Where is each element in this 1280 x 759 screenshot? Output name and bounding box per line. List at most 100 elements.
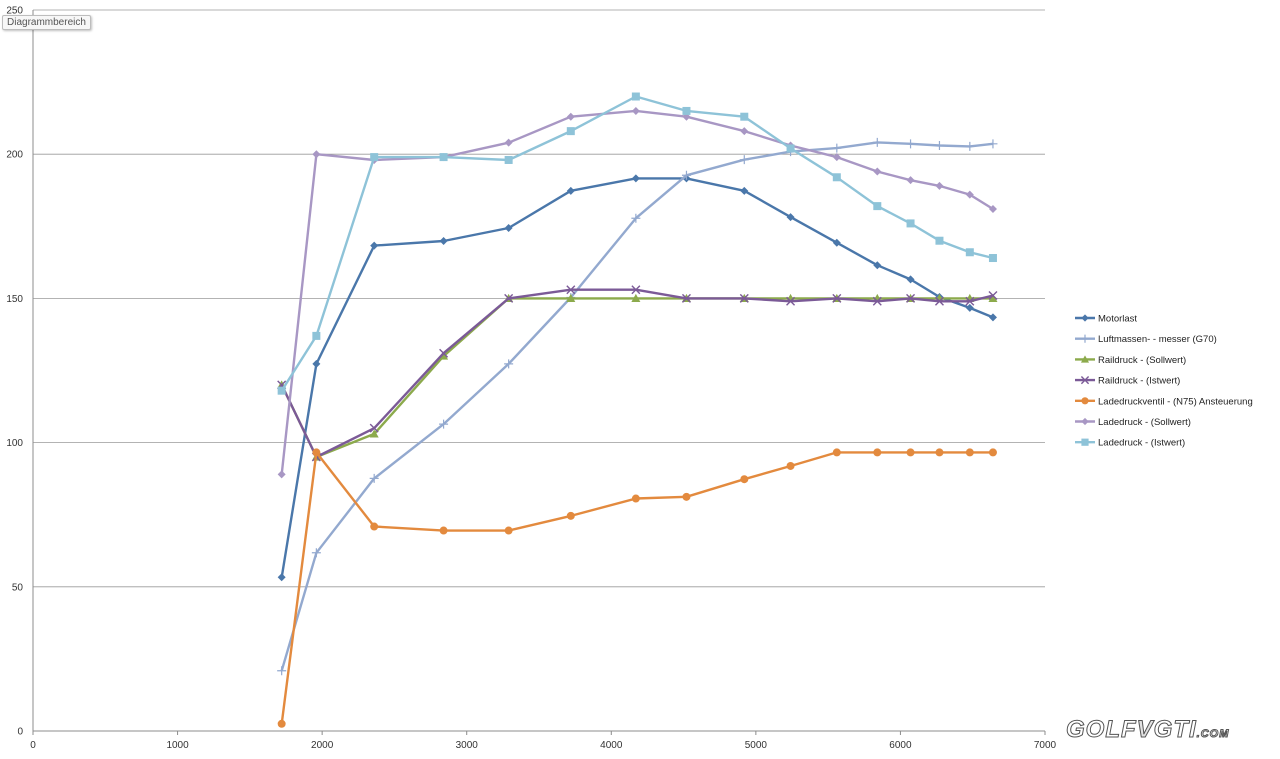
data-point	[370, 522, 379, 531]
data-point	[988, 254, 997, 263]
legend-swatch-marker	[1080, 334, 1090, 343]
data-point	[504, 526, 513, 535]
data-point	[988, 293, 998, 302]
data-point	[369, 423, 379, 433]
data-point	[873, 261, 882, 270]
data-point	[965, 190, 974, 199]
watermark-part: .COM	[1196, 728, 1230, 741]
data-point	[439, 526, 448, 535]
watermark-part: V	[1136, 716, 1154, 744]
data-point	[566, 112, 575, 121]
data-point	[740, 475, 749, 484]
data-point	[786, 461, 795, 470]
data-point	[631, 285, 641, 295]
legend-item: Ladedruckventil - (N75) Ansteuerung	[1075, 396, 1253, 407]
data-point	[965, 248, 974, 257]
data-point	[739, 155, 749, 165]
legend-swatch-marker	[1081, 314, 1089, 322]
data-point	[988, 291, 998, 301]
data-point	[277, 573, 286, 582]
data-point	[873, 167, 882, 176]
legend-label: Raildruck - (Sollwert)	[1098, 355, 1186, 366]
data-point	[439, 153, 448, 162]
data-point	[965, 141, 975, 151]
legend-item: Motorlast	[1075, 314, 1137, 325]
y-tick-label: 250	[6, 6, 23, 17]
series-line	[280, 141, 994, 672]
data-point	[682, 492, 691, 501]
data-point	[906, 219, 915, 228]
data-point	[631, 293, 641, 302]
legend-label: Ladedruck - (Sollwert)	[1098, 417, 1191, 428]
data-point	[872, 296, 882, 306]
data-point	[832, 143, 842, 153]
x-tick-label: 2000	[311, 740, 334, 751]
data-point	[965, 296, 975, 306]
chart-area-tooltip: Diagrammbereich	[2, 15, 91, 30]
data-point	[935, 448, 944, 457]
data-point	[566, 293, 576, 302]
data-point	[988, 313, 997, 322]
data-point	[786, 213, 795, 222]
data-point	[504, 359, 514, 369]
series-line	[280, 177, 994, 578]
legend-swatch-marker	[1081, 438, 1089, 446]
data-point	[988, 139, 998, 149]
data-point	[504, 155, 513, 164]
data-point	[872, 137, 882, 147]
x-tick-label: 0	[30, 740, 36, 751]
data-point	[906, 448, 915, 457]
data-point	[439, 237, 448, 246]
legend-label: Motorlast	[1098, 314, 1137, 325]
data-point	[935, 181, 944, 190]
data-point	[832, 238, 841, 247]
series-line	[280, 109, 994, 475]
data-point	[786, 296, 796, 306]
legend-swatch-marker	[1081, 397, 1089, 405]
data-point	[681, 293, 691, 303]
data-point	[277, 719, 286, 728]
y-tick-label: 150	[6, 294, 23, 305]
data-point	[631, 106, 640, 115]
data-point	[631, 174, 640, 183]
data-point	[369, 473, 379, 483]
data-series	[277, 92, 998, 728]
series-line	[280, 95, 994, 392]
data-point	[906, 176, 915, 185]
x-tick-label: 6000	[889, 740, 912, 751]
data-point	[832, 448, 841, 457]
x-tick-label: 5000	[745, 740, 768, 751]
data-point	[873, 202, 882, 211]
series-line	[280, 451, 993, 724]
data-point	[934, 141, 944, 151]
data-point	[988, 204, 997, 213]
y-tick-label: 100	[6, 438, 23, 449]
data-point	[277, 666, 287, 676]
series-4	[277, 285, 998, 462]
data-point	[504, 138, 513, 147]
data-point	[277, 470, 286, 479]
data-point	[935, 236, 944, 245]
data-point	[965, 303, 974, 312]
legend-label: Luftmassen- - messer (G70)	[1098, 334, 1217, 345]
legend-swatch-marker	[1080, 355, 1090, 363]
data-point	[369, 429, 379, 438]
x-tick-labels: 0 1000 2000 3000 4000 5000 6000 7000	[30, 731, 1057, 751]
data-point	[965, 448, 974, 457]
data-point	[277, 386, 286, 395]
legend-item: Ladedruck - (Istwert)	[1075, 438, 1185, 449]
data-point	[740, 127, 749, 136]
data-point	[370, 153, 379, 162]
data-point	[631, 494, 640, 503]
x-tick-label: 4000	[600, 740, 623, 751]
data-point	[934, 296, 944, 306]
series-7	[277, 92, 997, 395]
data-point	[873, 448, 882, 457]
data-point	[439, 351, 449, 360]
watermark-logo: GOLFVGTI.COM	[1066, 716, 1229, 744]
data-point	[740, 186, 749, 195]
data-point	[439, 348, 449, 358]
series-3	[277, 293, 998, 461]
data-point	[312, 331, 321, 340]
x-tick-label: 7000	[1034, 740, 1057, 751]
